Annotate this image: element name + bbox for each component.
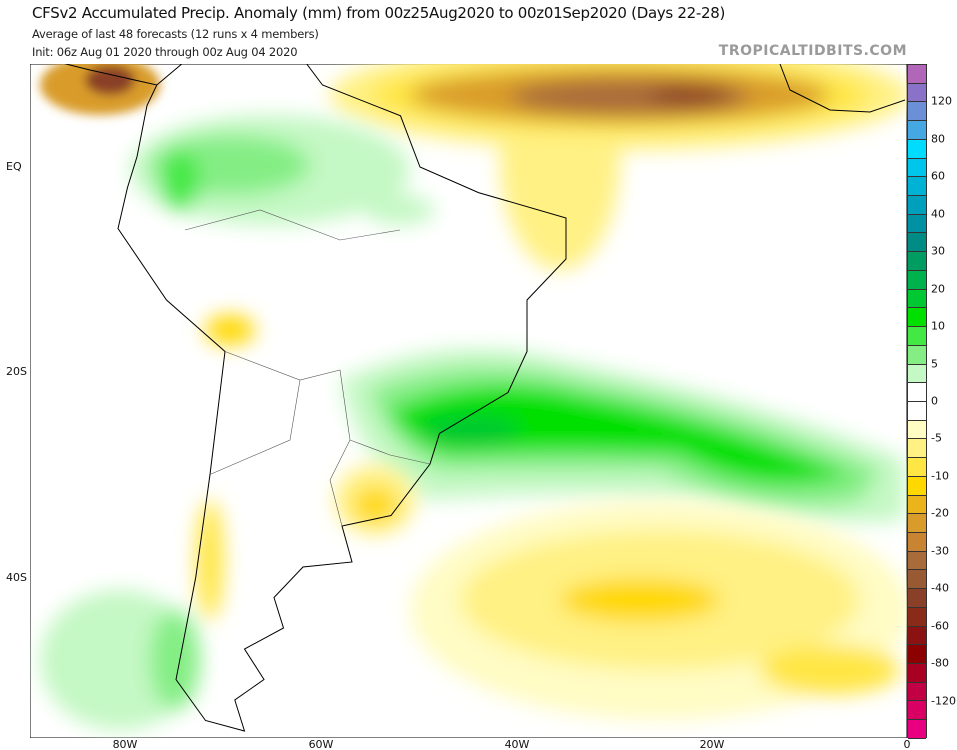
colorbar-label: -30 <box>931 544 949 558</box>
map-canvas <box>30 64 907 738</box>
colorbar-label: 80 <box>931 132 945 146</box>
colorbar-swatch <box>908 289 926 309</box>
colorbar-swatch <box>908 701 926 721</box>
colorbar <box>907 64 927 739</box>
colorbar-label: 20 <box>931 282 945 296</box>
country-borders <box>184 209 431 527</box>
dry-anomaly-southern-ocean <box>196 315 907 720</box>
colorbar-swatch <box>908 83 926 103</box>
colorbar-swatch <box>908 364 926 384</box>
colorbar-swatch <box>908 682 926 702</box>
lat-label-20s: 20S <box>6 365 27 378</box>
colorbar-swatch <box>908 345 926 365</box>
colorbar-label: 40 <box>931 207 945 221</box>
wet-anomaly-north-south-america <box>130 115 435 225</box>
colorbar-swatch <box>908 401 926 421</box>
lon-label-20w: 20W <box>699 738 725 750</box>
colorbar-swatch <box>908 458 926 477</box>
lon-label-80w: 80W <box>112 738 138 750</box>
colorbar-label: -5 <box>931 431 942 445</box>
colorbar-label: -120 <box>931 694 956 708</box>
colorbar-swatch <box>908 177 926 197</box>
colorbar-swatch <box>908 121 926 140</box>
colorbar-label: -40 <box>931 581 949 595</box>
colorbar-swatch <box>908 383 926 402</box>
dry-anomaly-north-atlantic <box>330 64 907 270</box>
colorbar-label: 120 <box>931 94 952 108</box>
colorbar-swatch <box>908 308 926 328</box>
colorbar-swatch <box>908 270 926 290</box>
colorbar-label: 10 <box>931 319 945 333</box>
colorbar-swatch <box>908 420 926 440</box>
colorbar-swatch <box>908 626 926 646</box>
colorbar-swatch <box>908 720 926 739</box>
colorbar-swatch <box>908 551 926 571</box>
colorbar-swatch <box>908 645 926 664</box>
lon-label-60w: 60W <box>308 738 334 750</box>
colorbar-swatch <box>908 476 926 496</box>
africa-coastline <box>779 64 906 113</box>
colorbar-swatch <box>908 139 926 159</box>
colorbar-swatch <box>908 196 926 215</box>
colorbar-label: -60 <box>931 619 949 633</box>
colorbar-swatch <box>908 664 926 683</box>
colorbar-swatch <box>908 158 926 178</box>
colorbar-swatch <box>908 532 926 552</box>
colorbar-swatch <box>908 439 926 459</box>
colorbar-swatch <box>908 589 926 608</box>
colorbar-swatch <box>908 327 926 346</box>
colorbar-swatch <box>908 233 926 253</box>
colorbar-swatch <box>908 65 926 84</box>
wet-anomaly-southeast-pacific <box>40 590 200 730</box>
colorbar-swatch <box>908 495 926 515</box>
map-subtitle: Average of last 48 forecasts (12 runs x … <box>32 27 319 41</box>
lat-label-eq: EQ <box>6 160 22 173</box>
colorbar-label: 60 <box>931 169 945 183</box>
lon-label-0: 0 <box>903 738 911 750</box>
wet-anomaly-south-atlantic <box>340 348 905 523</box>
lon-label-40w: 40W <box>504 738 530 750</box>
colorbar-swatch <box>908 570 926 590</box>
colorbar-swatch <box>908 102 926 122</box>
colorbar-label: 5 <box>931 357 938 371</box>
colorbar-label: -10 <box>931 469 949 483</box>
colorbar-label: -80 <box>931 656 949 670</box>
dry-anomaly-colombia <box>40 64 160 115</box>
lat-label-40s: 40S <box>6 571 27 584</box>
watermark: TROPICALTIDBITS.COM <box>718 43 907 59</box>
colorbar-label: 0 <box>931 394 938 408</box>
colorbar-swatch <box>908 607 926 627</box>
colorbar-label: 30 <box>931 244 945 258</box>
map-title: CFSv2 Accumulated Precip. Anomaly (mm) f… <box>32 4 726 22</box>
south-america-coastline <box>63 64 567 732</box>
colorbar-swatch <box>908 514 926 533</box>
init-time: Init: 06z Aug 01 2020 through 00z Aug 04… <box>32 45 298 59</box>
colorbar-swatch <box>908 214 926 234</box>
colorbar-swatch <box>908 252 926 271</box>
colorbar-label: -20 <box>931 506 949 520</box>
